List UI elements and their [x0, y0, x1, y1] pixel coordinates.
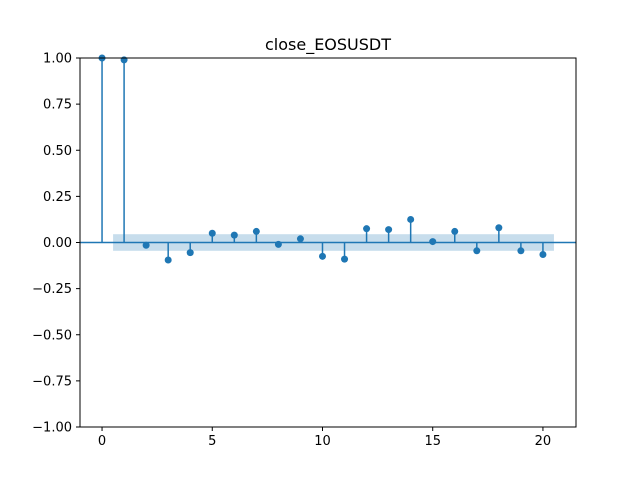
stem-marker-8 [274, 240, 282, 248]
stem-marker-10 [318, 252, 326, 260]
y-tick-label-2: −0.50 [32, 328, 72, 343]
y-tick-label-1: −0.75 [32, 374, 72, 389]
stem-marker-1 [120, 56, 128, 64]
y-tick-label-3: −0.25 [32, 282, 72, 297]
y-tick-label-4: 0.00 [43, 236, 72, 251]
stem-marker-14 [407, 215, 415, 223]
x-tick-label-0: 0 [98, 434, 106, 449]
chart-title: close_EOSUSDT [265, 35, 391, 55]
stem-marker-9 [296, 235, 304, 243]
stem-marker-6 [230, 231, 238, 239]
stem-marker-2 [142, 241, 150, 249]
stem-marker-18 [495, 224, 503, 232]
plot-area: 0 5 10 15 20 −1.00 −0.75 −0.50 −0.25 0.00 0.25 0.50… [32, 52, 577, 449]
y-tick-label-8: 1.00 [43, 52, 72, 67]
stem-marker-3 [164, 256, 172, 264]
stem-marker-16 [451, 227, 459, 235]
y-tick-label-5: 0.25 [43, 190, 72, 205]
x-tick-label-10: 10 [314, 434, 331, 449]
x-tick-label-15: 15 [424, 434, 441, 449]
stem-marker-11 [341, 255, 349, 263]
y-tick-label-6: 0.50 [43, 144, 72, 159]
stem-marker-17 [473, 247, 481, 255]
y-tick-label-7: 0.75 [43, 98, 72, 113]
x-tick-label-20: 20 [535, 434, 552, 449]
stem-marker-13 [385, 226, 393, 234]
stem-marker-15 [429, 238, 437, 246]
stem-marker-20 [539, 250, 547, 258]
stem-marker-5 [208, 229, 216, 237]
stem-marker-7 [252, 227, 260, 235]
stem-marker-12 [363, 225, 371, 233]
y-tick-label-0: −1.00 [32, 421, 72, 436]
x-tick-label-5: 5 [208, 434, 216, 449]
stem-marker-4 [186, 249, 194, 257]
stem-marker-19 [517, 247, 525, 255]
